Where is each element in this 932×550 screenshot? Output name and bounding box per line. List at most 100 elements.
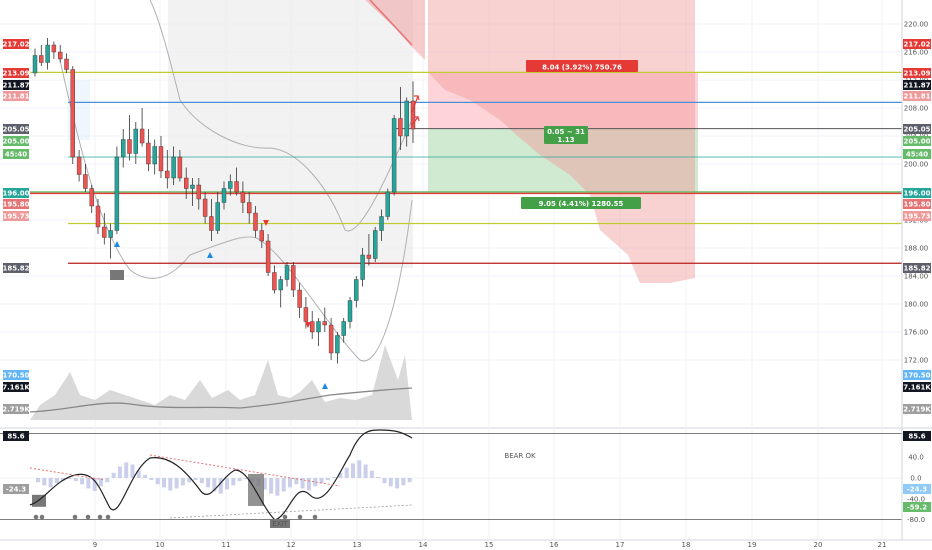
time-tick-label: 9 bbox=[93, 541, 97, 549]
gray-box-marker bbox=[110, 270, 124, 280]
price-tick-label: 216.00 bbox=[904, 49, 929, 57]
candle-body bbox=[95, 205, 101, 228]
osc-histogram-bar bbox=[42, 478, 47, 486]
candle-body bbox=[228, 181, 233, 189]
candle-body bbox=[152, 146, 157, 165]
right-price-tag-label: 195.80 bbox=[903, 201, 930, 209]
time-tick-label: 21 bbox=[878, 541, 887, 549]
buy-signal-marker bbox=[322, 383, 328, 389]
left-price-tag-label: 2.719K bbox=[2, 406, 30, 414]
osc-histogram-bar bbox=[344, 467, 349, 478]
right-price-tag-bg bbox=[903, 124, 931, 134]
right-osc-tag-label: -24.3 bbox=[907, 486, 927, 494]
osc-dot-marker bbox=[97, 514, 103, 520]
candle-body bbox=[360, 254, 365, 280]
right-price-tag-bg bbox=[903, 370, 931, 380]
left-price-tag-bg bbox=[3, 382, 29, 392]
right-osc-tag-bg bbox=[903, 502, 931, 512]
osc-histogram-bar bbox=[111, 472, 116, 478]
candle-body bbox=[190, 184, 195, 189]
time-tick-label: 13 bbox=[353, 541, 362, 549]
candle-body bbox=[108, 230, 113, 238]
osc-histogram-bar bbox=[48, 478, 53, 488]
time-tick-label: 18 bbox=[682, 541, 691, 549]
price-tick-label: 220.00 bbox=[904, 21, 929, 29]
left-price-tag-bg bbox=[3, 136, 29, 146]
osc-tick-label: 0.0 bbox=[910, 475, 921, 483]
osc-histogram-bar bbox=[180, 478, 185, 486]
time-tick-label: 11 bbox=[222, 541, 231, 549]
left-price-tag-bg bbox=[3, 263, 29, 273]
time-axis-bg bbox=[0, 540, 932, 550]
candle-body bbox=[70, 69, 76, 158]
risk-label-line2: 1.13 bbox=[557, 136, 574, 144]
right-price-tag-bg bbox=[903, 263, 931, 273]
left-price-tag-label: 217.02 bbox=[2, 41, 29, 49]
candle-body bbox=[291, 265, 296, 291]
right-price-tag-bg bbox=[903, 136, 931, 146]
exit-label-bg bbox=[270, 519, 290, 528]
left-price-tag-bg bbox=[3, 80, 29, 90]
target-label: 8.04 (3.92%) 750.76 bbox=[542, 64, 622, 72]
osc-histogram-bar bbox=[376, 476, 381, 478]
osc-histogram-bar bbox=[54, 478, 59, 484]
candle-body bbox=[234, 181, 239, 193]
osc-histogram-bar bbox=[269, 478, 274, 494]
candle-body bbox=[354, 279, 359, 301]
osc-tick-label: -40.0 bbox=[907, 495, 925, 503]
osc-histogram-bar bbox=[61, 478, 66, 481]
candle-body bbox=[64, 58, 69, 70]
time-tick-label: 19 bbox=[748, 541, 757, 549]
osc-histogram-bar bbox=[388, 478, 393, 487]
right-price-tag-bg bbox=[903, 199, 931, 209]
left-osc-tag-label: -24.3 bbox=[6, 486, 26, 494]
osc-histogram-bar bbox=[199, 478, 204, 484]
osc-histogram-bar bbox=[36, 478, 40, 483]
sell-signal-marker bbox=[305, 322, 311, 328]
osc-histogram-bar bbox=[86, 478, 91, 489]
candle-body bbox=[385, 191, 390, 217]
osc-histogram-bar bbox=[294, 478, 299, 485]
osc-histogram-bar bbox=[363, 464, 368, 478]
time-tick-label: 17 bbox=[616, 541, 625, 549]
osc-histogram-bar bbox=[407, 478, 412, 483]
right-osc-tag-label: 85.6 bbox=[908, 433, 925, 441]
osc-histogram-bar bbox=[325, 478, 330, 481]
osc-histogram-bar bbox=[395, 478, 400, 489]
candle-body bbox=[146, 142, 151, 165]
candle-body bbox=[165, 170, 170, 179]
candle-body bbox=[272, 272, 277, 291]
right-osc-tag-label: -59.2 bbox=[907, 504, 927, 512]
right-price-tag-bg bbox=[903, 80, 931, 90]
osc-histogram-bar bbox=[401, 478, 406, 486]
left-price-tag-bg bbox=[3, 211, 29, 221]
right-price-tag-label: 205.00 bbox=[903, 138, 930, 146]
candle-body bbox=[246, 202, 252, 214]
left-price-tag-label: 185.82 bbox=[2, 265, 29, 273]
candle-body bbox=[322, 321, 327, 326]
osc-dot-marker bbox=[312, 514, 318, 520]
right-price-tag-label: 170.50 bbox=[903, 372, 930, 380]
candle-body bbox=[127, 139, 132, 154]
left-price-tag-bg bbox=[3, 199, 29, 209]
osc-dot-marker bbox=[39, 514, 45, 520]
osc-histogram-bar bbox=[275, 478, 280, 496]
stop-label: 9.05 (4.41%) 1280.55 bbox=[539, 200, 624, 208]
candle-body bbox=[335, 335, 340, 354]
left-price-tag-bg bbox=[3, 188, 29, 198]
osc-histogram-bar bbox=[243, 478, 248, 480]
right-price-tag-label: 195.73 bbox=[903, 213, 930, 221]
osc-histogram-bar bbox=[300, 478, 305, 489]
osc-histogram-bar bbox=[281, 478, 286, 492]
osc-histogram-bar bbox=[117, 466, 122, 478]
candle-body bbox=[114, 156, 120, 231]
osc-histogram-bar bbox=[124, 462, 129, 478]
osc-histogram-bar bbox=[319, 478, 324, 484]
osc-histogram-bar bbox=[73, 478, 78, 482]
osc-histogram-bar bbox=[262, 478, 267, 490]
osc-dot-marker bbox=[297, 514, 303, 520]
candle-body bbox=[51, 44, 57, 53]
left-price-tag-bg bbox=[3, 91, 29, 101]
osc-histogram-bar bbox=[338, 472, 343, 478]
